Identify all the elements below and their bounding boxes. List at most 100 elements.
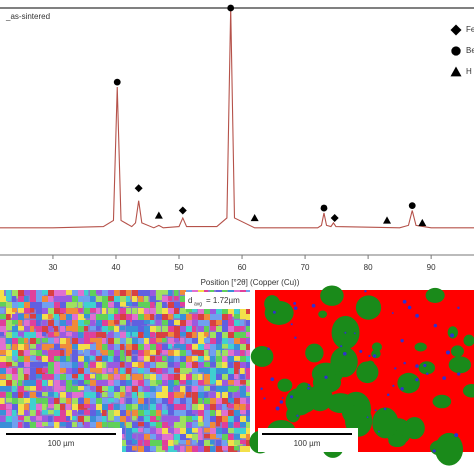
grain — [186, 380, 193, 385]
grain — [198, 410, 205, 420]
ebsd-map — [0, 290, 250, 452]
grain — [72, 362, 81, 370]
grain — [126, 296, 131, 302]
grain — [102, 398, 112, 408]
grain — [210, 428, 217, 437]
grain — [60, 398, 67, 404]
grain — [30, 320, 39, 329]
grain — [30, 404, 40, 414]
grain — [150, 410, 159, 419]
grain — [114, 410, 123, 420]
grain — [150, 338, 158, 345]
grain — [162, 392, 172, 400]
grain — [180, 422, 188, 430]
grain — [24, 404, 29, 412]
grain — [168, 434, 174, 442]
grain — [168, 302, 178, 310]
grain — [114, 362, 120, 371]
grain — [90, 338, 98, 343]
grain — [168, 404, 175, 411]
marker-triangle — [418, 218, 427, 227]
grain — [198, 344, 205, 352]
grain — [234, 368, 239, 376]
blue-phase — [445, 350, 450, 355]
grain — [30, 362, 39, 368]
green-phase — [318, 310, 328, 318]
grain — [210, 386, 220, 391]
grain — [108, 308, 115, 318]
grain — [228, 398, 238, 403]
grain — [102, 356, 109, 362]
grain — [222, 440, 228, 449]
grain — [6, 350, 16, 359]
grain — [222, 308, 229, 315]
grain — [60, 350, 65, 357]
blue-phase — [290, 323, 293, 326]
grain — [102, 386, 109, 391]
grain — [168, 332, 178, 337]
grain — [246, 434, 250, 441]
grain — [180, 416, 189, 423]
grain — [174, 422, 184, 429]
grain — [210, 398, 217, 405]
marker-diamond — [134, 184, 143, 193]
grain — [246, 344, 250, 353]
grain — [126, 308, 132, 317]
grain — [246, 398, 250, 404]
xrd-line — [0, 7, 474, 229]
green-phase — [463, 334, 474, 347]
grain — [90, 302, 97, 312]
grain — [204, 422, 212, 427]
grain — [198, 404, 205, 412]
grain — [186, 446, 195, 452]
grain — [120, 422, 125, 429]
grain — [42, 404, 47, 414]
grain — [186, 350, 192, 356]
grain — [96, 386, 105, 394]
grain — [0, 422, 10, 429]
blue-phase — [364, 290, 367, 293]
grain — [180, 386, 186, 395]
grain — [132, 374, 139, 381]
grain — [180, 290, 188, 295]
grain — [246, 320, 250, 330]
grain — [42, 302, 52, 312]
grain — [192, 326, 197, 334]
grain — [90, 362, 99, 368]
grain — [12, 392, 19, 398]
grain — [216, 380, 223, 386]
grain — [102, 326, 111, 335]
grain — [246, 410, 250, 420]
grain — [24, 314, 29, 319]
grain — [144, 422, 150, 431]
grain — [36, 404, 46, 412]
blue-phase — [442, 376, 447, 380]
grain — [24, 344, 29, 351]
grain — [216, 392, 221, 400]
grain — [198, 428, 203, 436]
grain — [240, 428, 249, 436]
grain — [42, 350, 48, 355]
grain — [240, 362, 250, 372]
green-phase — [250, 346, 274, 367]
grain — [174, 308, 179, 318]
grain — [108, 386, 116, 394]
grain — [108, 398, 116, 403]
grain — [96, 320, 106, 328]
grain — [90, 332, 98, 342]
grain — [108, 356, 113, 365]
grain — [6, 392, 15, 402]
grain — [132, 344, 141, 354]
grain — [48, 338, 56, 344]
grain — [120, 356, 126, 362]
grain — [222, 398, 231, 408]
blue-phase — [311, 303, 316, 308]
grain — [84, 386, 92, 396]
grain — [72, 314, 80, 323]
blue-phase — [391, 312, 394, 314]
grain — [174, 392, 184, 401]
grain — [198, 338, 206, 348]
grain — [48, 290, 58, 299]
grain — [180, 434, 190, 441]
grain — [204, 356, 210, 361]
